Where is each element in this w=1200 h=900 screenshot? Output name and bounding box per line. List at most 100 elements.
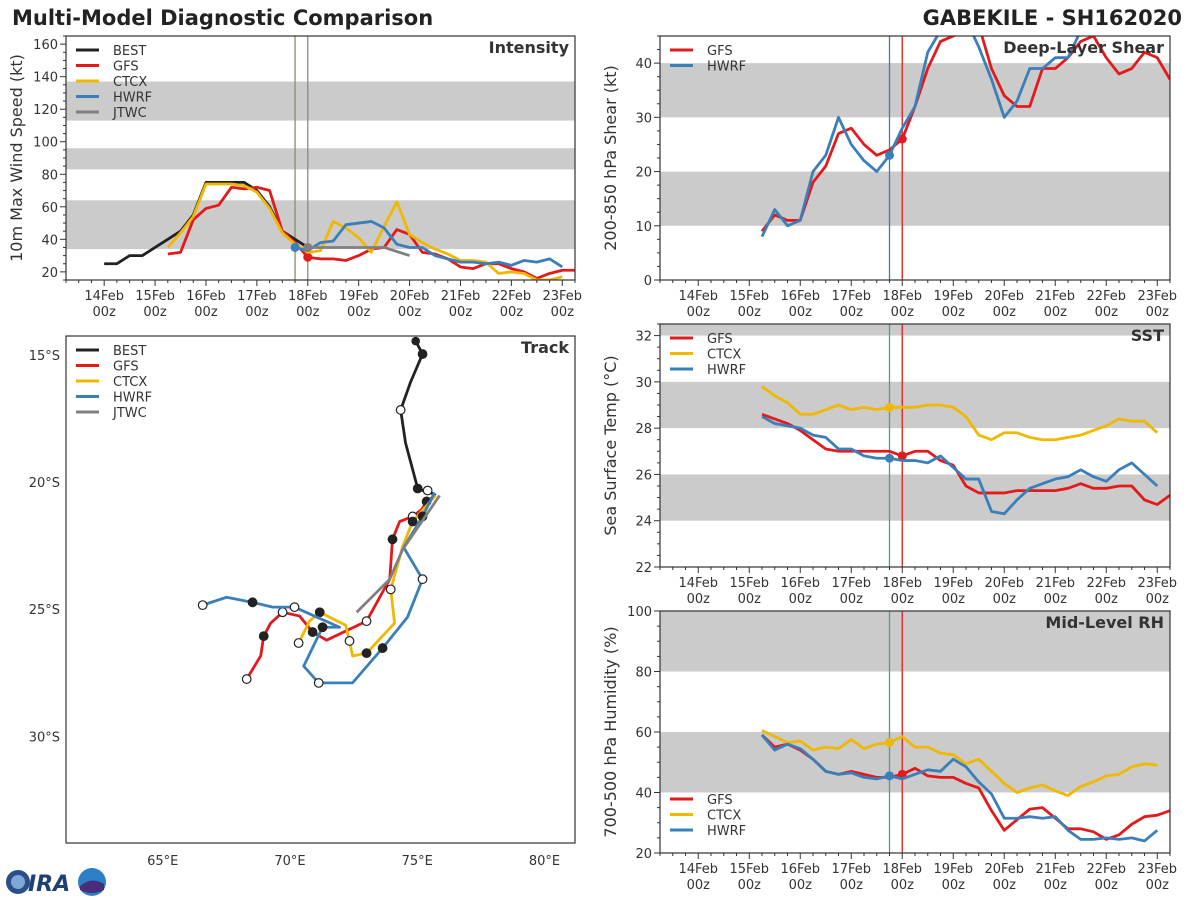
legend-label-hwrf: HWRF (113, 91, 152, 106)
track-point-gfs (277, 607, 288, 618)
x-tick-label: 15Feb 00z (135, 289, 175, 320)
legend-label-ctcx: CTCX (113, 375, 147, 390)
legend-label-jtwc: JTWC (112, 106, 147, 121)
cira-logo: IRA (6, 868, 106, 897)
x-tick-hour: 00z (296, 305, 320, 320)
x-tick-label: 21Feb 00z (1035, 576, 1075, 607)
x-tick-date: 15Feb (729, 576, 769, 591)
series-line-jtwc (355, 494, 441, 614)
track-point-hwrf (417, 574, 428, 585)
x-tick-label: 20Feb 00z (984, 862, 1024, 893)
track-point-gfs (241, 674, 252, 684)
shaded-band (660, 474, 1170, 521)
x-tick-date: 22Feb (1086, 289, 1126, 304)
x-tick-hour: 00z (449, 305, 473, 320)
plot-area (660, 611, 1170, 853)
legend-label-gfs: GFS (113, 60, 139, 75)
plot-area (197, 336, 441, 688)
x-tick-label: 22Feb 00z (1086, 576, 1126, 607)
track-point-gfs (307, 627, 318, 637)
x-tick-date: 16Feb (780, 576, 820, 591)
y-tick-label: 20 (41, 266, 58, 281)
y-tick-label: 100 (33, 136, 58, 151)
x-tick-date: 18Feb (288, 289, 328, 304)
x-tick-date: 15Feb (729, 289, 769, 304)
x-tick-hour: 00z (942, 878, 966, 893)
x-tick-label: 19Feb 00z (933, 576, 973, 607)
x-tick-hour: 00z (738, 878, 762, 893)
x-tick-hour: 00z (194, 305, 218, 320)
x-tick-hour: 00z (92, 305, 116, 320)
track-point-best (417, 349, 428, 359)
x-tick-label: 19Feb 00z (933, 862, 973, 893)
x-tick-label: 23Feb 00z (1137, 289, 1177, 320)
track-point-hwrf (247, 597, 258, 608)
x-tick-label: 22Feb 00z (1086, 289, 1126, 320)
x-tick-date: 22Feb (1086, 862, 1126, 877)
series-line-gfs (760, 36, 1170, 233)
series-line-gfs (761, 412, 1170, 506)
x-tick-hour: 00z (245, 305, 269, 320)
series-line-ctcx (761, 729, 1158, 797)
current-point-hwrf (885, 771, 894, 781)
shaded-band (660, 611, 1170, 672)
track-point-hwrf (313, 677, 324, 688)
x-tick-label: 70°E (274, 854, 305, 869)
x-tick-label: 23Feb 00z (1137, 576, 1177, 607)
track-point-ctcx (407, 516, 418, 527)
x-tick-hour: 00z (687, 305, 711, 320)
x-tick-label: 18Feb 00z (882, 576, 922, 607)
y-tick-label: 30 (635, 111, 652, 126)
track-point-hwrf (317, 622, 328, 633)
x-tick-label: 18Feb 00z (288, 289, 328, 320)
y-tick-label: 20 (635, 847, 652, 862)
y-tick-label: 26 (635, 468, 652, 483)
y-tick-label: 60 (41, 201, 58, 216)
track-point-best (411, 336, 420, 346)
track-point-best (395, 405, 406, 415)
x-tick-label: 16Feb 00z (780, 862, 820, 893)
y-tick-label: 20 (635, 166, 652, 181)
x-tick-hour: 00z (993, 305, 1017, 320)
x-tick-label: 15Feb 00z (729, 576, 769, 607)
x-tick-label: 21Feb 00z (441, 289, 481, 320)
x-tick-date: 19Feb (933, 862, 973, 877)
x-tick-date: 18Feb (882, 289, 922, 304)
plot-area (66, 36, 575, 280)
y-tick-label: 120 (33, 103, 58, 118)
x-tick-label: 22Feb 00z (1086, 862, 1126, 893)
x-tick-date: 19Feb (933, 289, 973, 304)
x-tick-hour: 00z (891, 592, 915, 607)
x-tick-date: 15Feb (135, 289, 175, 304)
track-point-gfs (387, 534, 398, 545)
y-axis-label: 700-500 hPa Humidity (%) (601, 626, 620, 837)
series-line-gfs (167, 185, 575, 280)
x-tick-label: 21Feb 00z (1035, 289, 1075, 320)
x-tick-hour: 00z (789, 305, 813, 320)
x-tick-hour: 00z (687, 878, 711, 893)
panel-track: 65°E 70°E 75°E 80°E 15°S 20°S 25°S 30°S Track BES… (29, 335, 576, 869)
y-tick-label: 40 (635, 57, 652, 72)
x-tick-date: 19Feb (933, 576, 973, 591)
x-tick-date: 14Feb (678, 576, 718, 591)
x-tick-hour: 00z (143, 305, 167, 320)
y-tick-label: 100 (627, 605, 652, 620)
x-tick-date: 21Feb (441, 289, 481, 304)
x-tick-label: 15Feb 00z (729, 289, 769, 320)
x-tick-label: 22Feb 00z (492, 289, 532, 320)
y-tick-label: 40 (635, 787, 652, 802)
legend-label-gfs: GFS (113, 360, 139, 375)
track-point-hwrf (197, 600, 208, 611)
current-point-ctcx (885, 738, 894, 748)
storm-id-title: GABEKILE - SH162020 (922, 6, 1182, 30)
legend-label-hwrf: HWRF (707, 363, 746, 378)
current-point-ctcx (885, 402, 894, 412)
x-tick-hour: 00z (398, 305, 422, 320)
logo-emblem-wave (80, 880, 104, 893)
shaded-band (66, 81, 575, 121)
x-tick-date: 17Feb (831, 576, 871, 591)
